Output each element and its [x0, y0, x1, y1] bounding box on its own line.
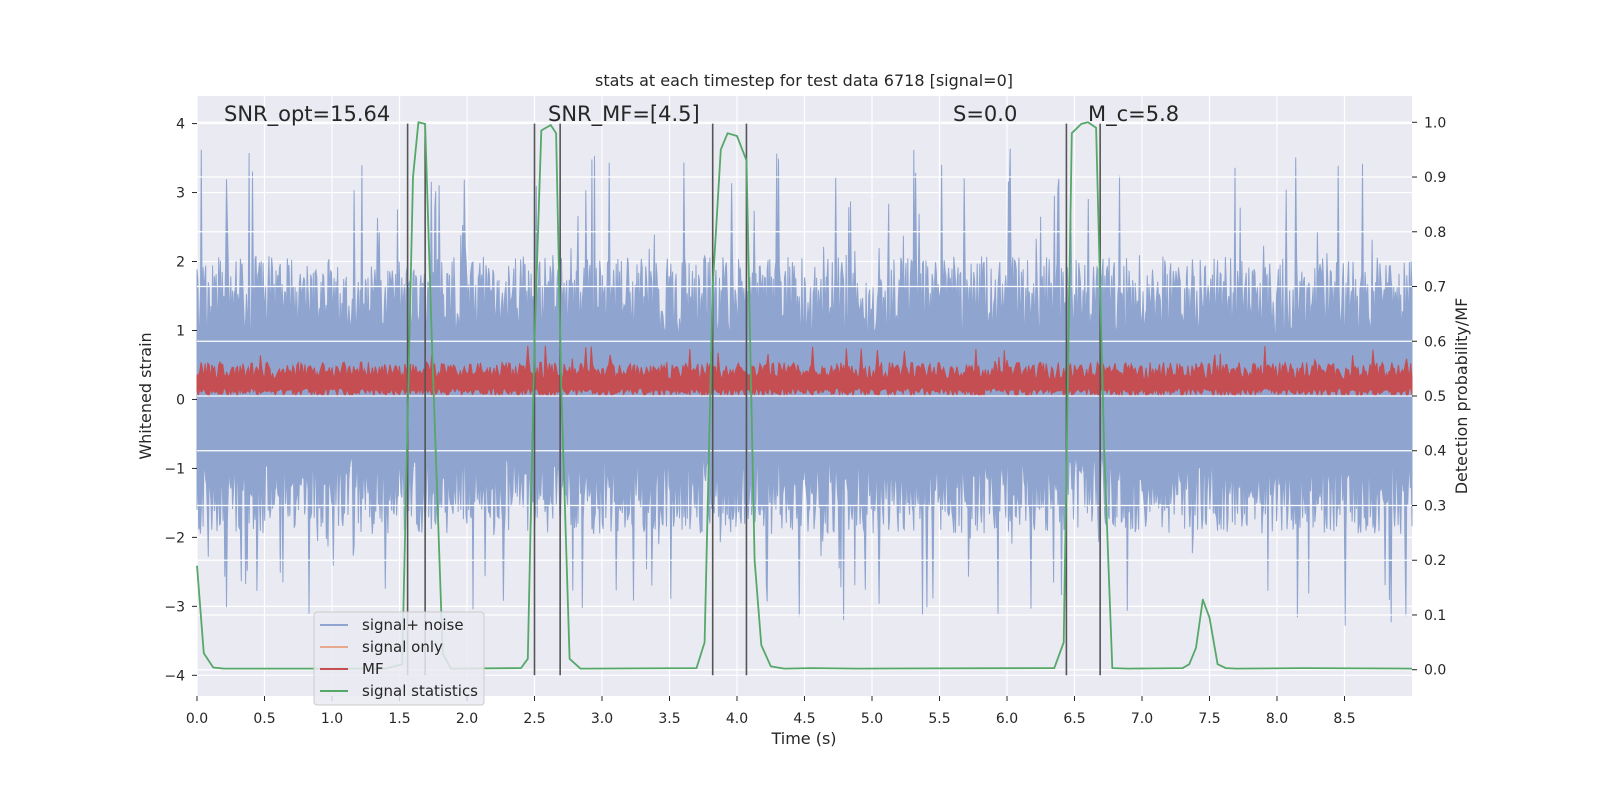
series-signal-statistics	[196, 121, 1413, 670]
plot-title: stats at each timestep for test data 671…	[595, 71, 1013, 90]
y-right-tick-label-8: 0.8	[1424, 225, 1446, 241]
y-left-tick-label-1: −3	[164, 599, 185, 615]
y-right-tick-label-3: 0.3	[1424, 498, 1446, 514]
y-left-tick-label-2: −2	[164, 530, 185, 546]
x-tick-label-11: 5.5	[928, 711, 950, 727]
annotation-1: SNR_MF=[4.5]	[548, 102, 700, 127]
y-right-tick-label-4: 0.4	[1424, 444, 1446, 460]
y-left-tick-label-3: −1	[164, 461, 185, 477]
legend-label-2: MF	[362, 660, 384, 678]
legend-box	[313, 611, 485, 706]
x-tick-label-4: 2.0	[456, 711, 478, 727]
y-left-tick-label-6: 2	[176, 255, 185, 271]
y-right-tick-label-5: 0.5	[1424, 389, 1446, 405]
legend-label-0: signal+ noise	[362, 616, 464, 634]
y-axis-right-title: Detection probability/MF	[1452, 298, 1471, 495]
y-left-tick-label-8: 4	[176, 117, 185, 133]
x-tick-label-7: 3.5	[658, 711, 680, 727]
x-tick-label-3: 1.5	[388, 711, 410, 727]
x-tick-label-1: 0.5	[253, 711, 275, 727]
annotations: SNR_opt=15.64 SNR_MF=[4.5] S=0.0 M_c=5.8	[224, 102, 1179, 127]
signal-statistics-series	[196, 121, 1413, 670]
x-tick-label-8: 4.0	[726, 711, 748, 727]
x-tick-label-9: 4.5	[793, 711, 815, 727]
y-right-tick-label-2: 0.2	[1424, 553, 1446, 569]
legend-label-3: signal statistics	[362, 682, 478, 700]
x-tick-label-17: 8.5	[1333, 711, 1355, 727]
x-tick-label-2: 1.0	[321, 711, 343, 727]
x-tick-label-14: 7.0	[1131, 711, 1153, 727]
y-right-tick-label-6: 0.6	[1424, 334, 1446, 350]
y-left-tick-label-4: 0	[176, 392, 185, 408]
annotation-0: SNR_opt=15.64	[224, 102, 390, 127]
y-left-tick-label-5: 1	[176, 323, 185, 339]
x-ticks: 0.0 0.5 1.0 1.5 2.0 2.5 3.0 3.5 4.0 4.5 5.0 5.5 6.0 6…	[186, 696, 1356, 727]
legend-label-1: signal only	[362, 638, 443, 656]
x-tick-label-13: 6.5	[1063, 711, 1085, 727]
annotation-3: M_c=5.8	[1088, 102, 1179, 127]
annotation-2: S=0.0	[953, 102, 1017, 126]
legend: signal+ noise signal only MF signal statist…	[313, 611, 485, 706]
series-mf	[196, 345, 1413, 398]
x-tick-label-15: 7.5	[1198, 711, 1220, 727]
y-right-tick-label-1: 0.1	[1424, 608, 1446, 624]
x-tick-label-0: 0.0	[186, 711, 208, 727]
mf-series	[196, 345, 1413, 398]
x-tick-label-5: 2.5	[523, 711, 545, 727]
x-axis-title: Time (s)	[770, 729, 836, 748]
x-tick-label-10: 5.0	[861, 711, 883, 727]
y-axis-left-title: Whitened strain	[136, 332, 155, 459]
y-right-ticks: 0.0 0.1 0.2 0.3 0.4 0.5 0.6 0.7 0.8 0.9 1.0	[1412, 115, 1446, 679]
x-tick-label-12: 6.0	[996, 711, 1018, 727]
x-tick-label-16: 8.0	[1266, 711, 1288, 727]
y-left-ticks: −4 −3 −2 −1 0 1 2 3 4	[164, 117, 197, 684]
y-right-tick-label-7: 0.7	[1424, 280, 1446, 296]
y-right-tick-label-9: 0.9	[1424, 170, 1446, 186]
y-right-tick-label-0: 0.0	[1424, 663, 1446, 679]
x-tick-label-6: 3.0	[591, 711, 613, 727]
y-left-tick-label-7: 3	[176, 186, 185, 202]
y-right-tick-label-10: 1.0	[1424, 115, 1446, 131]
y-left-tick-label-0: −4	[164, 668, 185, 684]
